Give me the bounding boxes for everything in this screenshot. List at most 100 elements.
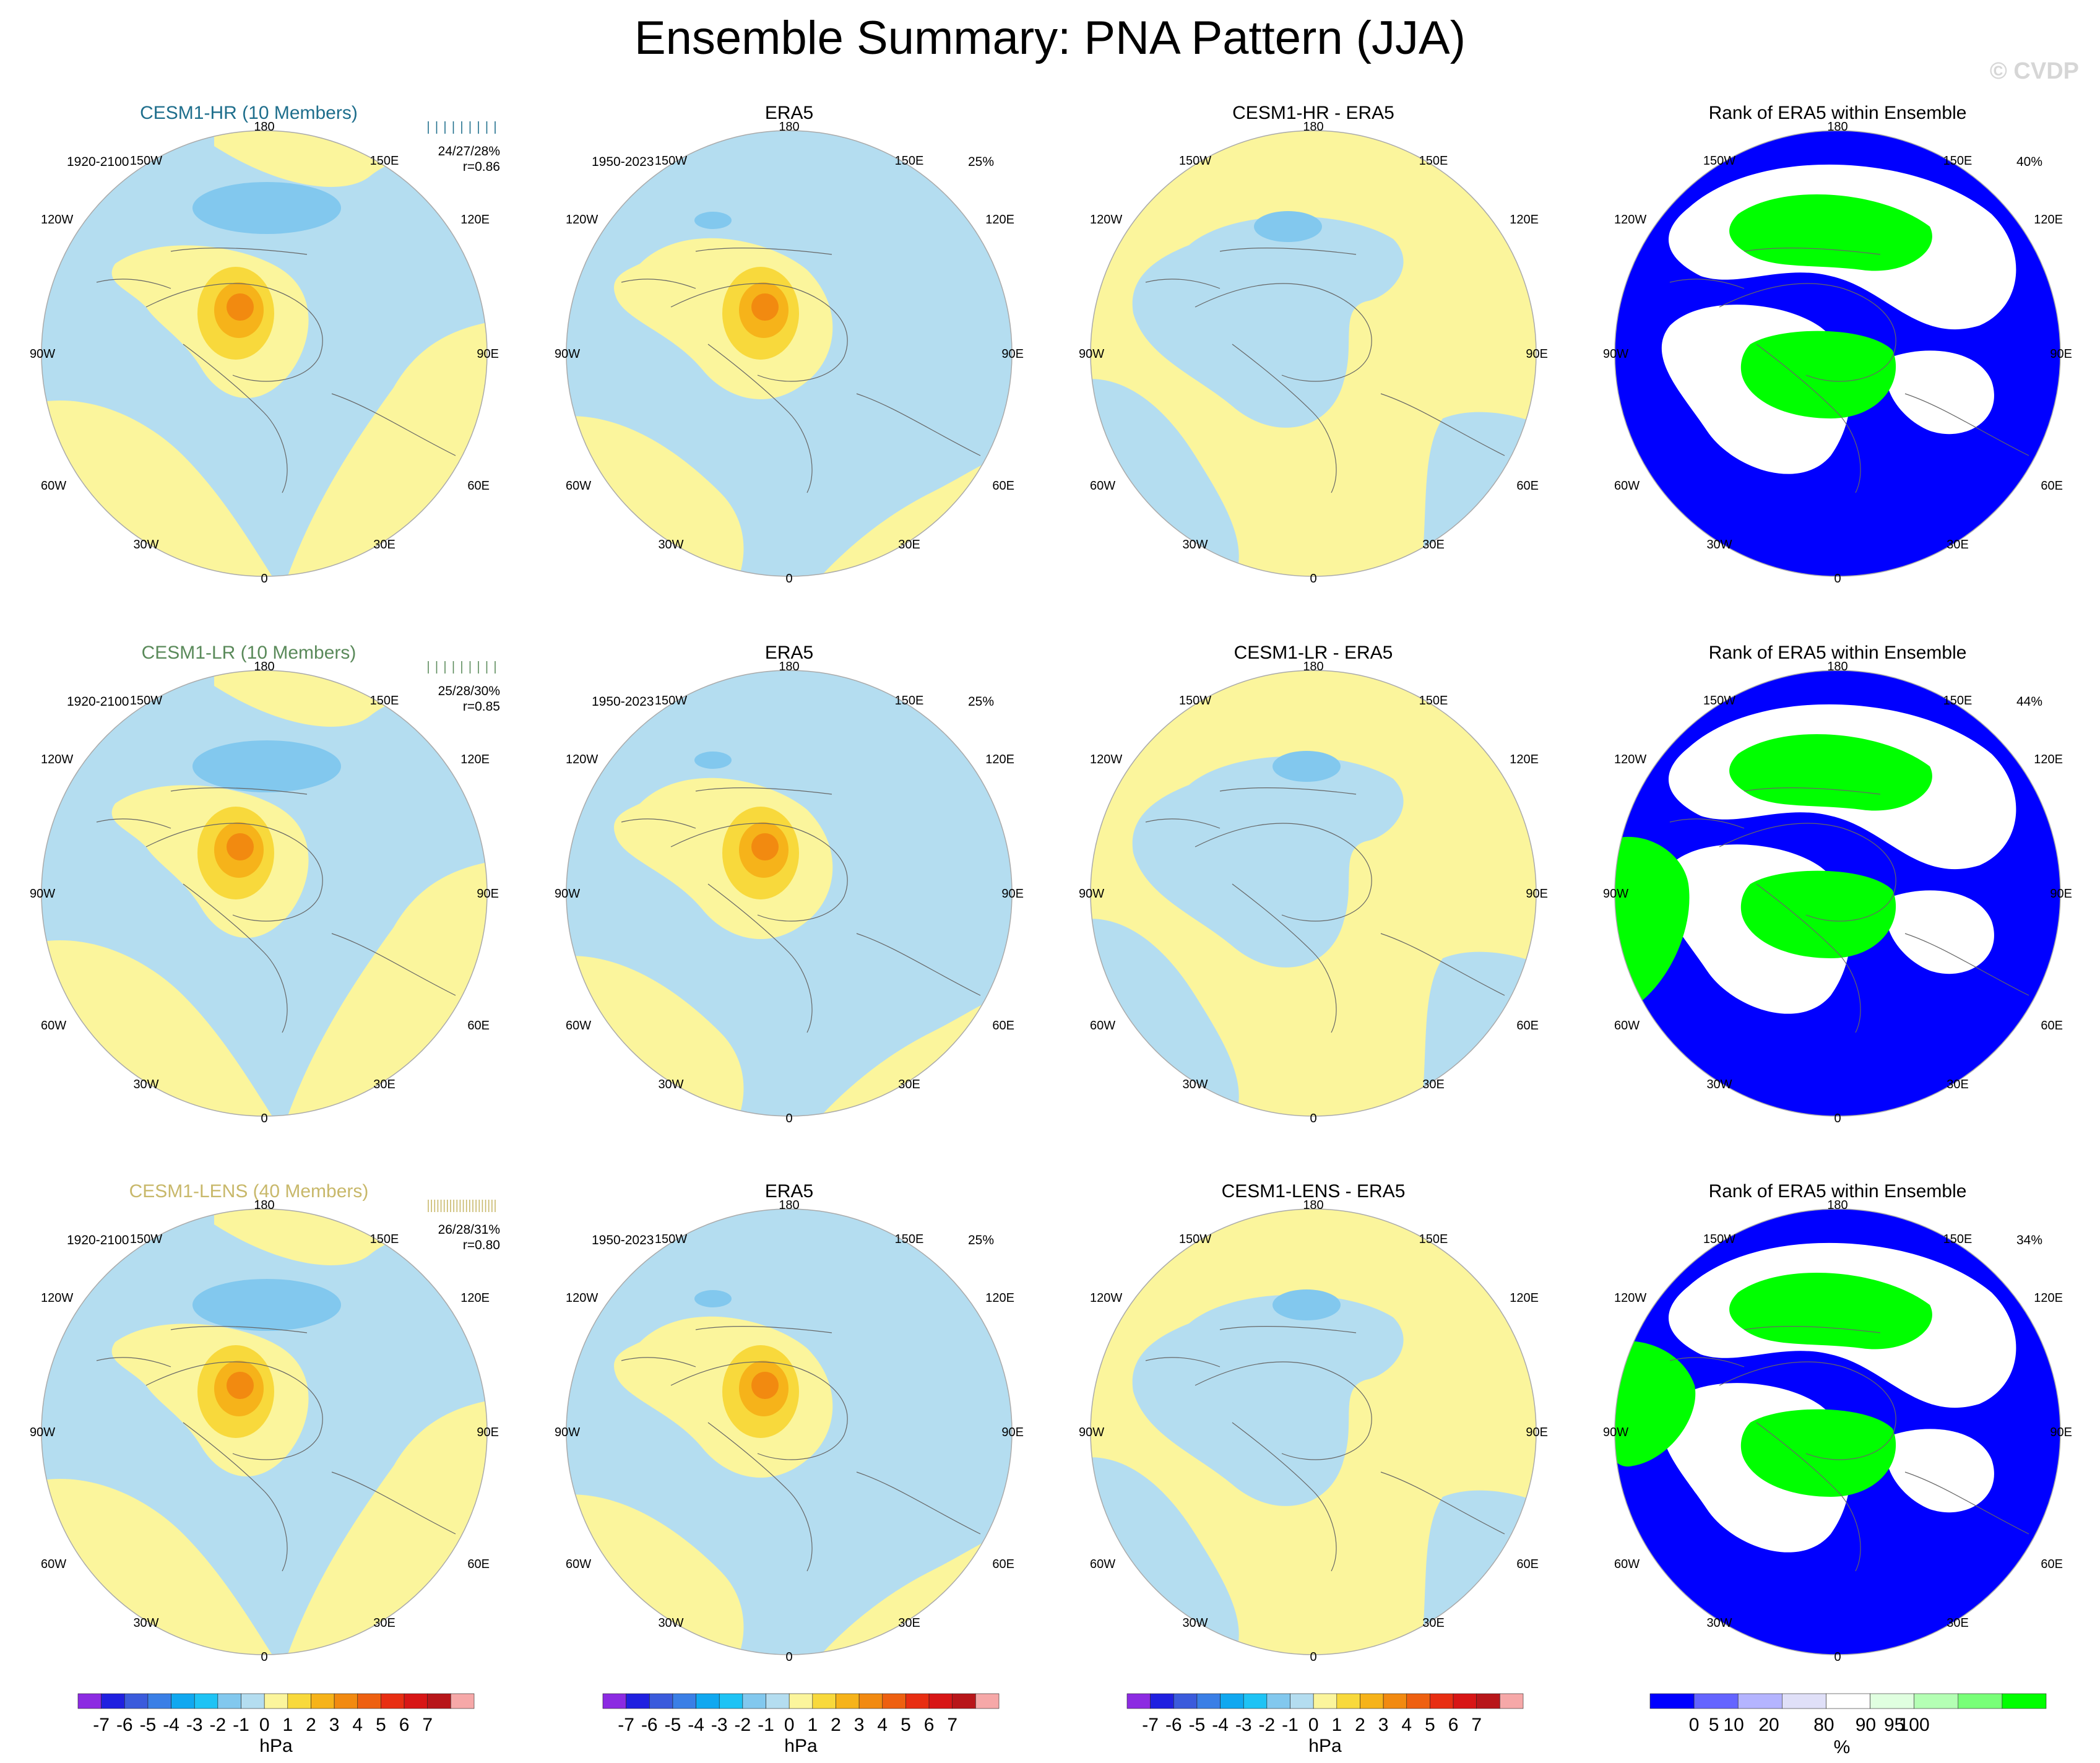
lon-label-ur1: 150E: [370, 154, 399, 168]
colorbar-tick: 6: [923, 1715, 935, 1735]
lon-label-lr1: 60E: [467, 1019, 490, 1033]
panel-rank-row1: Rank of ERA5 within Ensemble 40% 180 0 90W 90…: [1596, 103, 2080, 635]
colorbar-swatch: [451, 1693, 475, 1709]
colorbar-swatch: [334, 1693, 358, 1709]
lon-label-lr2: 30E: [373, 1078, 395, 1091]
colorbar-swatch: [1782, 1693, 1826, 1709]
colorbar-swatch: [789, 1693, 813, 1709]
coastlines: [1145, 787, 1505, 1033]
colorbar-tick: 3: [329, 1715, 340, 1735]
panel-percent: 25%: [967, 155, 994, 169]
stats-correlation: r=0.86: [462, 160, 500, 174]
panel-title: ERA5: [764, 643, 814, 663]
colorbar-swatch: [766, 1693, 790, 1709]
lon-label-ll1: 60W: [566, 479, 591, 493]
lon-label-ur2: 120E: [1510, 753, 1539, 766]
colorbar-tick: 7: [422, 1715, 433, 1735]
positive-core-inner: [227, 293, 254, 321]
lon-label-left: 90W: [1079, 347, 1104, 361]
colorbar-tick: 95: [1883, 1715, 1905, 1735]
lon-label-lr2: 30E: [1947, 538, 1969, 552]
colorbar-swatch: [836, 1693, 860, 1709]
lon-label-ul1: 150W: [1703, 154, 1735, 168]
colorbar-swatch: [696, 1693, 720, 1709]
colorbar-tick: -5: [139, 1715, 157, 1735]
colorbar-swatch: [1220, 1693, 1244, 1709]
colorbar-swatch: [1870, 1693, 1914, 1709]
lon-label-ur2: 120E: [460, 753, 490, 766]
panel-diff-row2: CESM1-LR - ERA5 180 0 90W 90E 150W 120W 60W 30W 1…: [1071, 643, 1555, 1175]
panel-stats: 25/28/30% r=0.85: [438, 683, 500, 714]
lon-label-right: 90E: [1001, 1426, 1024, 1439]
colorbar-swatch: [1336, 1693, 1360, 1709]
colorbar-tick: 6: [1448, 1715, 1459, 1735]
lon-label-ll2: 30W: [133, 1616, 158, 1630]
rank-high-region: [1729, 1272, 1932, 1349]
lon-label-lr2: 30E: [1422, 538, 1445, 552]
map-boundary: [1614, 1208, 2061, 1655]
panel-title: CESM1-HR - ERA5: [1232, 103, 1394, 123]
colorbar-hpa-3: -7 -6 -5 -4 -3 -2 -1 0 1 2 3 4 5 6 7 hPa: [1121, 1692, 1529, 1761]
map-boundary: [41, 130, 488, 577]
panel-model-row1: CESM1-HR (10 Members) 1920-2100 24/27/28% r…: [22, 103, 506, 635]
colorbar-swatch: [626, 1693, 650, 1709]
lon-label-bottom: 0: [1834, 1650, 1841, 1664]
colorbar-unit: hPa: [259, 1736, 293, 1756]
panel-model-row2: CESM1-LR (10 Members) 1920-2100 25/28/30% r…: [22, 643, 506, 1175]
panel-percent: 25%: [967, 695, 994, 709]
colorbar-tick: 4: [1401, 1715, 1412, 1735]
rank-high-region: [1740, 870, 1896, 958]
lon-label-left: 90W: [30, 887, 55, 901]
panel-obs-row2: ERA5 1950-2023 25% 180 0 90W 90E 150W 120W 60W 30W…: [547, 643, 1031, 1175]
rank-mid-region: [1886, 350, 1994, 435]
lon-label-lr2: 30E: [1947, 1078, 1969, 1091]
panel-title: CESM1-HR (10 Members): [140, 103, 358, 123]
lon-label-lr1: 60E: [992, 1019, 1014, 1033]
colorbar-tick: -2: [1258, 1715, 1276, 1735]
lon-label-right: 90E: [477, 1426, 499, 1439]
lon-label-lr2: 30E: [1422, 1078, 1445, 1091]
lon-label-lr2: 30E: [898, 1078, 920, 1091]
colorbar-swatch: [1126, 1693, 1151, 1709]
lon-label-bottom: 0: [785, 1112, 792, 1125]
panel-title: CESM1-LENS (40 Members): [129, 1181, 369, 1202]
lon-label-ur2: 120E: [2034, 213, 2063, 227]
coastlines: [1669, 787, 2029, 1033]
lon-label-ur2: 120E: [2034, 1291, 2063, 1305]
colorbar-tick: 90: [1855, 1715, 1877, 1735]
lon-label-lr1: 60E: [1516, 479, 1539, 493]
colorbar-tick: -3: [711, 1715, 728, 1735]
lon-label-top: 180: [254, 661, 274, 674]
lon-label-ur1: 150E: [1943, 1232, 1973, 1246]
map-field: [1615, 131, 2060, 576]
map-field: [41, 1209, 487, 1655]
negative-anomaly-region: [1132, 1294, 1404, 1506]
colorbar-swatch: [1383, 1693, 1407, 1709]
lon-label-lr1: 60E: [1516, 1019, 1539, 1033]
stats-percent: 24/27/28%: [438, 144, 500, 158]
lon-label-ul1: 150W: [130, 154, 162, 168]
lon-label-ur1: 150E: [895, 694, 924, 708]
lon-label-lr2: 30E: [373, 538, 395, 552]
lon-label-ur1: 150E: [1943, 694, 1973, 708]
colorbar-swatches: [602, 1693, 1000, 1709]
polar-map: 180 0 90W 90E 150W 120W 60W 30W 150E 120E 60E 30E: [1079, 121, 1548, 586]
colorbar-tick: 0: [259, 1715, 270, 1735]
panel-percent: 34%: [2016, 1233, 2042, 1247]
rank-high-region: [1740, 331, 1896, 418]
lon-label-ur2: 120E: [1510, 1291, 1539, 1305]
colorbar-tick: 1: [807, 1715, 818, 1735]
lon-label-ul1: 150W: [655, 694, 687, 708]
colorbar-tick: 5: [901, 1715, 911, 1735]
colorbar-tick: -7: [93, 1715, 110, 1735]
lon-label-lr1: 60E: [467, 1557, 490, 1571]
negative-anomaly-region: [1418, 1490, 1536, 1655]
colorbar-tick: 5: [1425, 1715, 1435, 1735]
panel-years: 1920-2100: [67, 695, 129, 709]
colorbar-swatch: [1173, 1693, 1198, 1709]
map-field: [1091, 670, 1536, 1116]
lon-label-bottom: 0: [785, 1650, 792, 1664]
colorbar-tick: -7: [618, 1715, 634, 1735]
lon-label-right: 90E: [477, 347, 499, 361]
lon-label-ur2: 120E: [460, 213, 490, 227]
